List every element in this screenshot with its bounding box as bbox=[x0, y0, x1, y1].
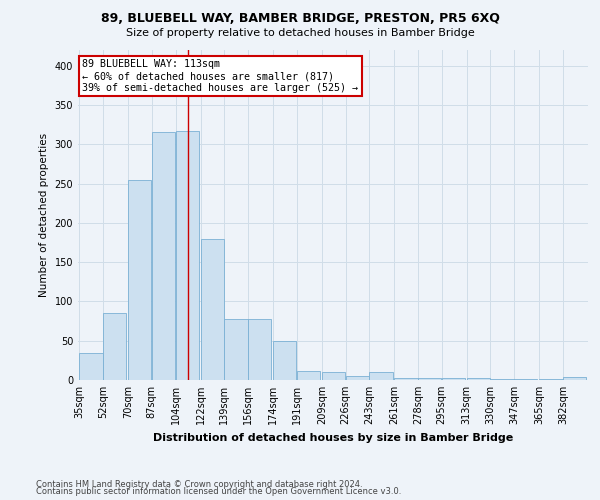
Bar bbox=[248, 318, 271, 380]
Bar bbox=[273, 340, 296, 380]
Bar bbox=[322, 372, 345, 380]
Bar bbox=[128, 180, 151, 380]
Y-axis label: Number of detached properties: Number of detached properties bbox=[39, 133, 49, 297]
Text: 89 BLUEBELL WAY: 113sqm
← 60% of detached houses are smaller (817)
39% of semi-d: 89 BLUEBELL WAY: 113sqm ← 60% of detache… bbox=[82, 60, 358, 92]
Bar bbox=[467, 378, 490, 380]
Bar bbox=[490, 379, 514, 380]
X-axis label: Distribution of detached houses by size in Bamber Bridge: Distribution of detached houses by size … bbox=[153, 432, 513, 442]
Bar bbox=[369, 372, 392, 380]
Bar bbox=[176, 131, 199, 380]
Bar bbox=[224, 318, 248, 380]
Bar bbox=[442, 378, 465, 380]
Bar bbox=[152, 132, 175, 380]
Bar bbox=[103, 313, 127, 380]
Bar bbox=[563, 377, 586, 380]
Text: Contains HM Land Registry data © Crown copyright and database right 2024.: Contains HM Land Registry data © Crown c… bbox=[36, 480, 362, 489]
Bar bbox=[514, 379, 538, 380]
Text: Size of property relative to detached houses in Bamber Bridge: Size of property relative to detached ho… bbox=[125, 28, 475, 38]
Bar bbox=[418, 378, 441, 380]
Bar bbox=[394, 378, 418, 380]
Bar bbox=[200, 238, 224, 380]
Text: Contains public sector information licensed under the Open Government Licence v3: Contains public sector information licen… bbox=[36, 488, 401, 496]
Bar bbox=[297, 370, 320, 380]
Bar bbox=[346, 376, 369, 380]
Bar bbox=[539, 379, 563, 380]
Bar bbox=[79, 352, 103, 380]
Text: 89, BLUEBELL WAY, BAMBER BRIDGE, PRESTON, PR5 6XQ: 89, BLUEBELL WAY, BAMBER BRIDGE, PRESTON… bbox=[101, 12, 499, 26]
